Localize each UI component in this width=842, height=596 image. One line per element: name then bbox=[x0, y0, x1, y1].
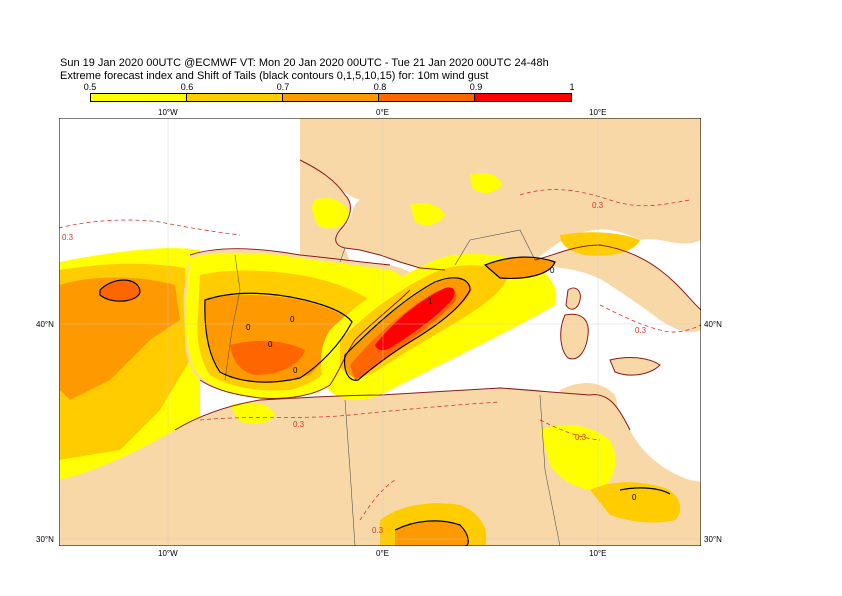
france-efi-2 bbox=[410, 203, 445, 226]
sot-label: 0 bbox=[268, 340, 273, 349]
iberia-efi-red bbox=[230, 340, 305, 375]
map-panel: 0.3 0.3 0.3 0.3 0.3 0.3 0 0 0 0 0 0 1 bbox=[59, 118, 701, 546]
contour-label: 0.3 bbox=[592, 201, 604, 210]
colorbar-label: 0.8 bbox=[373, 82, 387, 92]
coastline-africa bbox=[174, 387, 631, 431]
sot-label: 0 bbox=[290, 315, 295, 324]
land-north-africa bbox=[59, 388, 701, 546]
africa-efi-3 bbox=[395, 520, 469, 546]
contour-label: 0.3 bbox=[372, 526, 384, 535]
land-italy bbox=[535, 245, 701, 332]
sot-label: 0 bbox=[632, 493, 637, 502]
colorbar-swatch-07 bbox=[283, 94, 379, 101]
borders bbox=[224, 229, 561, 546]
sot-contour-ocean bbox=[99, 279, 141, 302]
colorbar-label: 1 bbox=[569, 82, 575, 92]
contour-0.3-c bbox=[519, 189, 691, 207]
colorbar-swatch-06 bbox=[187, 94, 283, 101]
contour-0.3-d bbox=[599, 304, 701, 333]
axis-right-40n: 40°N bbox=[704, 320, 722, 329]
sot-contour-ligurian bbox=[483, 256, 556, 280]
africa-efi-1 bbox=[230, 402, 275, 425]
title-line-2: Extreme forecast index and Shift of Tail… bbox=[60, 70, 489, 82]
gulf-efi-red bbox=[375, 287, 455, 351]
africa-efi-4 bbox=[540, 424, 616, 491]
contour-label: 0.3 bbox=[575, 433, 587, 442]
axis-top-10w: 10°W bbox=[158, 108, 178, 117]
contour-0.3-e bbox=[539, 419, 601, 441]
ligurian-efi bbox=[485, 257, 555, 279]
axis-left-30n: 30°N bbox=[36, 535, 54, 544]
sot-contour-libya bbox=[619, 487, 671, 495]
sot-label: 0 bbox=[293, 366, 298, 375]
contour-0.3-b bbox=[199, 401, 501, 421]
sot-contour-gulf bbox=[343, 277, 471, 381]
france-efi-1 bbox=[312, 198, 350, 229]
coastline-italy bbox=[534, 244, 701, 311]
colorbar-swatch-09 bbox=[475, 94, 571, 101]
land-sardinia bbox=[560, 314, 589, 359]
land-corsica bbox=[566, 288, 581, 310]
sot-label: 0 bbox=[246, 323, 251, 332]
axis-top-0e: 0°E bbox=[376, 108, 389, 117]
sot-label: 1 bbox=[428, 297, 433, 306]
coastline-islands bbox=[560, 287, 661, 376]
axis-bottom-10w: 10°W bbox=[158, 549, 178, 558]
contour-label: 0.3 bbox=[635, 326, 647, 335]
title-line-1: Sun 19 Jan 2020 00UTC @ECMWF VT: Mon 20 … bbox=[60, 57, 549, 69]
colorbar-label: 0.7 bbox=[276, 82, 290, 92]
colorbar-swatch-08 bbox=[379, 94, 475, 101]
colorbar-swatch-05 bbox=[91, 94, 187, 101]
sot-contour-africa bbox=[394, 520, 469, 546]
contour-0.3-a bbox=[59, 219, 241, 236]
axis-left-40n: 40°N bbox=[36, 320, 54, 329]
land-europe bbox=[300, 118, 701, 271]
colorbar-label: 0.5 bbox=[83, 82, 97, 92]
axis-bottom-0e: 0°E bbox=[376, 549, 389, 558]
africa-efi-5 bbox=[590, 482, 681, 523]
contour-label: 0.3 bbox=[62, 233, 74, 242]
colorbar-label: 0.6 bbox=[180, 82, 194, 92]
coastline-iberia bbox=[189, 248, 411, 399]
axis-top-10e: 10°E bbox=[589, 108, 607, 117]
land-sicily bbox=[610, 357, 660, 376]
sot-label: 0 bbox=[550, 266, 555, 275]
ocean-efi-red-blob bbox=[100, 280, 140, 302]
contour-label: 0.3 bbox=[293, 420, 305, 429]
ocean-efi-dark bbox=[60, 277, 180, 400]
sot-contour-iberia bbox=[204, 292, 353, 383]
land-tunisia bbox=[560, 383, 618, 445]
colorbar-bar bbox=[90, 93, 572, 102]
axis-right-30n: 30°N bbox=[704, 535, 722, 544]
france-efi-3 bbox=[470, 173, 502, 193]
contour-0.3-f bbox=[359, 479, 396, 521]
graticule bbox=[59, 118, 701, 546]
axis-bottom-10e: 10°E bbox=[589, 549, 607, 558]
colorbar-label: 0.9 bbox=[469, 82, 483, 92]
